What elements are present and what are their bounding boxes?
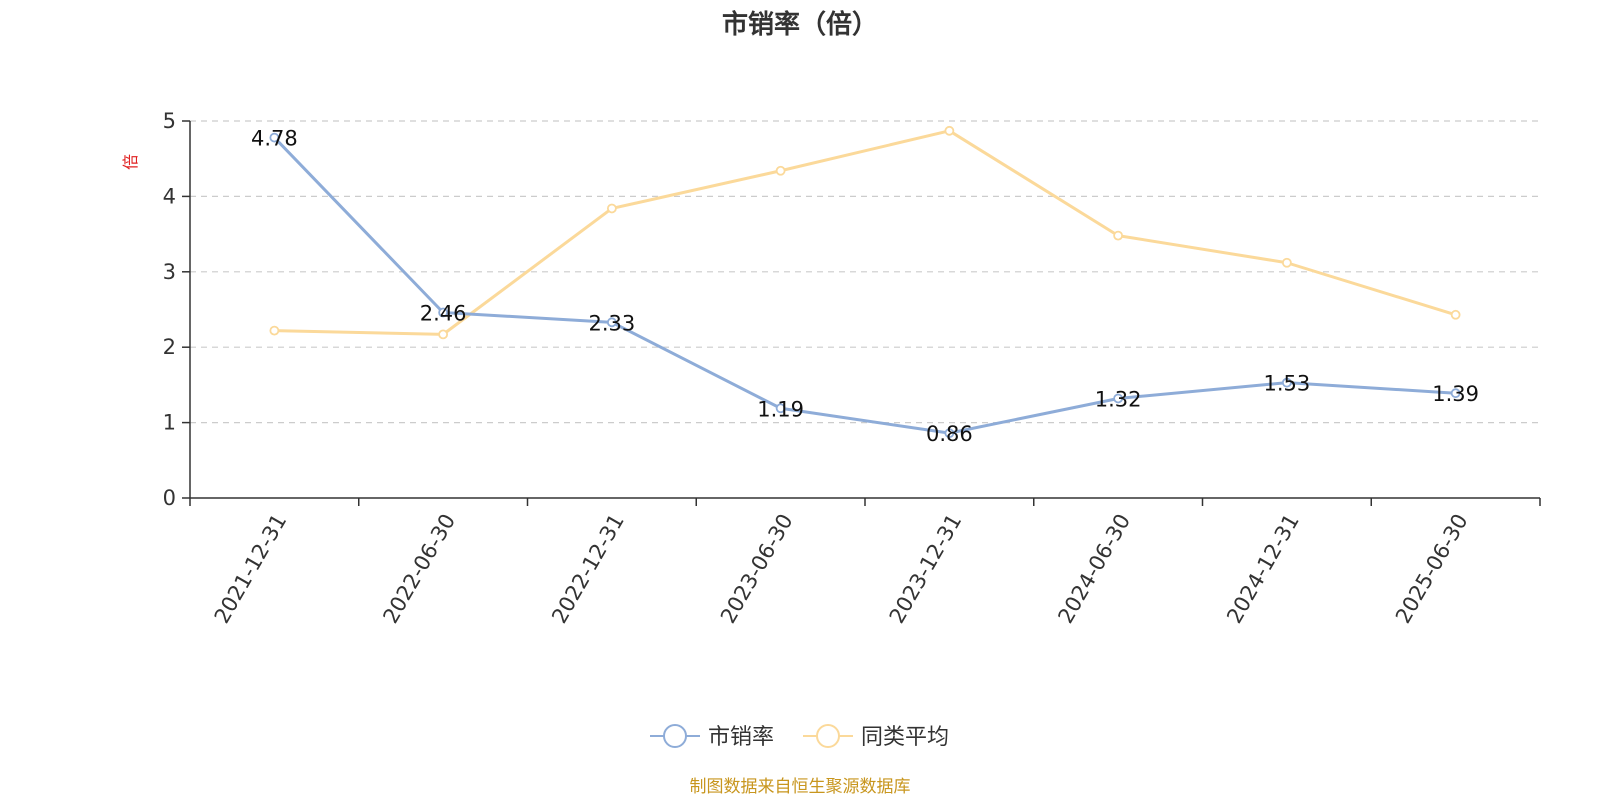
data-point	[1281, 377, 1292, 388]
legend-circle-icon	[663, 724, 687, 748]
axes	[189, 121, 1540, 499]
y-tick-label: 0	[163, 486, 176, 510]
data-point	[1281, 257, 1292, 268]
data-point	[1113, 230, 1124, 241]
data-label: 1.32	[1095, 387, 1142, 411]
legend: 市销率 同类平均	[650, 724, 949, 750]
y-tick-label: 2	[163, 335, 176, 359]
legend-label: 市销率	[708, 725, 774, 750]
data-label: 2.33	[588, 311, 635, 335]
data-point	[438, 307, 449, 318]
series-layer	[269, 125, 1461, 439]
x-tick-label: 2023-12-31	[885, 510, 967, 628]
x-tick-label: 2022-06-30	[378, 510, 460, 628]
data-point	[944, 125, 955, 136]
legend-circle-icon	[816, 724, 840, 748]
grid-lines	[190, 120, 1540, 424]
data-label: 1.53	[1263, 372, 1310, 396]
legend-item: 市销率	[650, 724, 774, 750]
legend-label: 同类平均	[861, 725, 949, 750]
data-point	[775, 403, 786, 414]
legend-item: 同类平均	[803, 724, 949, 750]
y-axis-label: 倍	[121, 154, 140, 170]
y-tick-label: 1	[163, 411, 176, 435]
data-label: 1.19	[757, 397, 804, 421]
x-tick-label: 2023-06-30	[716, 510, 798, 628]
data-point	[1450, 388, 1461, 399]
source-note: 制图数据来自恒生聚源数据库	[690, 777, 911, 797]
data-point	[606, 203, 617, 214]
x-tick-label: 2024-12-31	[1222, 510, 1304, 628]
data-point	[775, 165, 786, 176]
x-tick-label: 2025-06-30	[1391, 510, 1473, 628]
data-point	[269, 325, 280, 336]
data-label: 2.46	[420, 302, 467, 326]
y-tick-label: 5	[163, 109, 176, 133]
x-tick-label: 2024-06-30	[1053, 510, 1135, 628]
y-tick-label: 4	[163, 184, 176, 208]
data-point	[438, 329, 449, 340]
chart-title: 市销率（倍）	[722, 9, 878, 40]
data-point	[944, 428, 955, 439]
data-labels: 4.78 2.46 2.33 1.19 0.86 1.32 1.53 1.39	[251, 127, 1479, 447]
data-label: 0.86	[926, 422, 973, 446]
x-axis-ticks: 2021-12-31 2022-06-30 2022-12-31 2023-06-30…	[189, 498, 1541, 628]
data-point	[1113, 393, 1124, 404]
data-point	[269, 132, 280, 143]
series-line	[273, 136, 1456, 435]
data-point	[606, 317, 617, 328]
data-label: 1.39	[1432, 382, 1479, 406]
x-tick-label: 2022-12-31	[547, 510, 629, 628]
y-axis-ticks: 0 1 2 3 4 5	[163, 109, 190, 510]
data-point	[1450, 309, 1461, 320]
data-label: 4.78	[251, 127, 298, 151]
y-tick-label: 3	[163, 260, 176, 284]
x-tick-label: 2021-12-31	[210, 510, 292, 628]
